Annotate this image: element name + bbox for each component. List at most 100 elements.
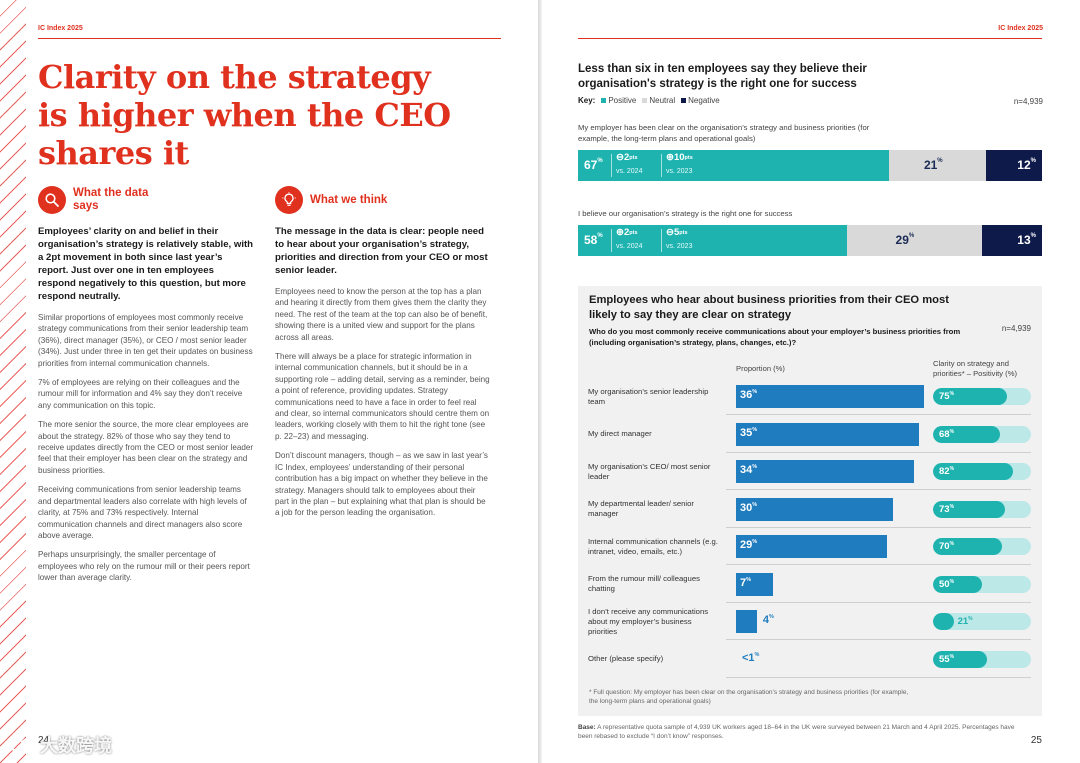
clarity-pill: 73% xyxy=(933,500,1031,518)
clarity-fill xyxy=(933,388,1007,405)
row-divider xyxy=(726,451,1031,453)
row-divider xyxy=(726,489,1031,490)
clarity-pill: 50% xyxy=(933,575,1031,593)
magnifier-icon xyxy=(38,186,66,214)
positive-segment-value: 67% xyxy=(584,158,603,172)
legend-neutral: Neutral xyxy=(642,96,675,105)
header-rule xyxy=(38,38,501,39)
clarity-pill: 75% xyxy=(933,388,1031,405)
category-label: Other (please specify) xyxy=(588,654,664,663)
clarity-value: 73% xyxy=(939,503,955,515)
proportion-value: 4% xyxy=(762,614,774,626)
negative-segment: 12% xyxy=(986,150,1042,181)
proportion-bar xyxy=(736,422,919,446)
bar-row: My direct manager 35% 68% xyxy=(578,416,1042,453)
lead-paragraph: The message in the data is clear: people… xyxy=(275,226,488,276)
category-label: My organisation’s CEO/ most senior leade… xyxy=(588,461,711,481)
sample-size: n=4,939 xyxy=(1001,324,1031,333)
proportion-value: <1% xyxy=(742,651,760,664)
bar-row: I don’t receive any communications about… xyxy=(578,603,1042,640)
footnote: * Full question: My employer has been cl… xyxy=(589,689,909,705)
bar-chart-title: Employees who hear about business priori… xyxy=(589,294,949,321)
clarity-value: 75% xyxy=(939,391,955,402)
clarity-value: 50% xyxy=(939,578,955,590)
clarity-fill xyxy=(933,575,982,593)
body-paragraph: Don’t discount managers, though – as we … xyxy=(275,451,488,518)
category-label: My direct manager xyxy=(588,429,652,438)
proportion-value: 30% xyxy=(740,501,758,514)
change-indicator: ⊕10pts vs. 2023 xyxy=(666,152,693,176)
lightbulb-icon xyxy=(275,186,303,214)
category-label: Internal communication channels (e.g. in… xyxy=(588,536,718,556)
legend-key-label: Key: xyxy=(578,96,596,105)
sample-size: n=4,939 xyxy=(1013,97,1043,106)
clarity-fill xyxy=(933,650,987,668)
running-head: IC Index 2025 xyxy=(998,25,1043,32)
proportion-bar xyxy=(736,610,757,633)
category-label: From the rumour mill/ colleagues chattin… xyxy=(588,574,700,593)
what-data-says-heading: What the data says xyxy=(38,186,254,214)
change-indicator: ⊖5pts vs. 2023 xyxy=(666,227,693,251)
body-paragraph: Perhaps unsurprisingly, the smaller perc… xyxy=(38,550,250,583)
clarity-value: 82% xyxy=(939,466,955,477)
source-chart-panel: Employees who hear about business priori… xyxy=(578,286,1042,716)
positive-segment-value: 58% xyxy=(584,233,603,247)
clarity-fill xyxy=(933,613,954,630)
negative-segment-value: 12% xyxy=(1017,158,1036,172)
proportion-bar xyxy=(736,460,914,483)
proportion-value: 29% xyxy=(740,539,758,551)
row-divider xyxy=(726,601,1031,603)
body-paragraph: Similar proportions of employees most co… xyxy=(38,313,253,368)
page-number: 25 xyxy=(1030,735,1042,746)
bar-chart-question: Who do you most commonly receive communi… xyxy=(589,327,961,347)
clarity-value: 70% xyxy=(939,541,955,552)
negative-segment: 13% xyxy=(981,225,1042,256)
body-paragraph: Receiving communications from senior lea… xyxy=(38,485,247,540)
clarity-fill xyxy=(933,500,1005,518)
body-paragraph: There will always be a place for strateg… xyxy=(275,352,490,441)
row-divider xyxy=(726,639,1031,640)
row-divider xyxy=(726,564,1031,565)
page-number: 24 xyxy=(38,735,50,746)
page-headline: Clarity on the strategy is higher when t… xyxy=(38,58,451,172)
right-page: IC Index 2025 Less than six in ten emplo… xyxy=(542,0,1080,763)
neutral-segment: 21% xyxy=(888,150,987,181)
stacked-bar-clarity: 67% ⊖2pts vs. 2024 ⊕10pts vs. 2023 21% 12% xyxy=(578,150,1042,181)
change-indicator: ⊕2pts vs. 2024 xyxy=(616,227,643,251)
bar-row: My organisation’s senior leadership team… xyxy=(578,378,1042,415)
stacked-chart-title: Less than six in ten employees say they … xyxy=(578,63,867,90)
body-paragraph: 7% of employees are relying on their col… xyxy=(38,378,243,410)
body-paragraph: The more senior the source, the more cle… xyxy=(38,420,254,475)
category-label: My organisation’s senior leadership team xyxy=(588,386,709,406)
legend-negative: Negative xyxy=(681,96,720,105)
proportion-bar xyxy=(736,385,924,408)
clarity-fill xyxy=(933,425,1000,443)
header-rule xyxy=(578,38,1042,39)
lead-paragraph: Employees’ clarity on and belief in thei… xyxy=(38,226,254,302)
neutral-segment-value: 21% xyxy=(923,158,943,172)
clarity-pill: 82% xyxy=(933,463,1031,480)
what-we-think-heading: What we think xyxy=(275,186,491,214)
page-gutter xyxy=(538,0,542,763)
bar-row: My organisation’s CEO/ most senior leade… xyxy=(578,453,1042,490)
proportion-bar xyxy=(736,572,773,596)
positive-segment: 58% ⊕2pts vs. 2024 ⊖5pts vs. 2023 xyxy=(578,225,848,256)
category-label: My departmental leader/ senior manager xyxy=(588,499,694,518)
neutral-segment-value: 29% xyxy=(895,233,915,247)
left-page: IC Index 2025 Clarity on the strategy is… xyxy=(0,0,538,763)
question-label: My employer has been clear on the organi… xyxy=(578,123,870,143)
positive-segment: 67% ⊖2pts vs. 2024 ⊕10pts vs. 2023 xyxy=(578,150,889,181)
negative-segment-value: 13% xyxy=(1017,233,1036,247)
proportion-value: 36% xyxy=(740,389,758,401)
row-divider xyxy=(726,676,1031,678)
clarity-header: Clarity on strategy and priorities* – Po… xyxy=(933,359,1017,378)
clarity-fill xyxy=(933,538,1002,555)
change-indicator: ⊖2pts vs. 2024 xyxy=(616,152,643,176)
proportion-bar xyxy=(736,535,888,558)
bar-row: Internal communication channels (e.g. in… xyxy=(578,528,1042,565)
running-head: IC Index 2025 xyxy=(38,25,83,32)
what-data-says-column: What the data says Employees’ clarity on… xyxy=(38,186,254,592)
clarity-value: 55% xyxy=(939,653,955,665)
watermark: 大数跨境 xyxy=(10,732,112,758)
